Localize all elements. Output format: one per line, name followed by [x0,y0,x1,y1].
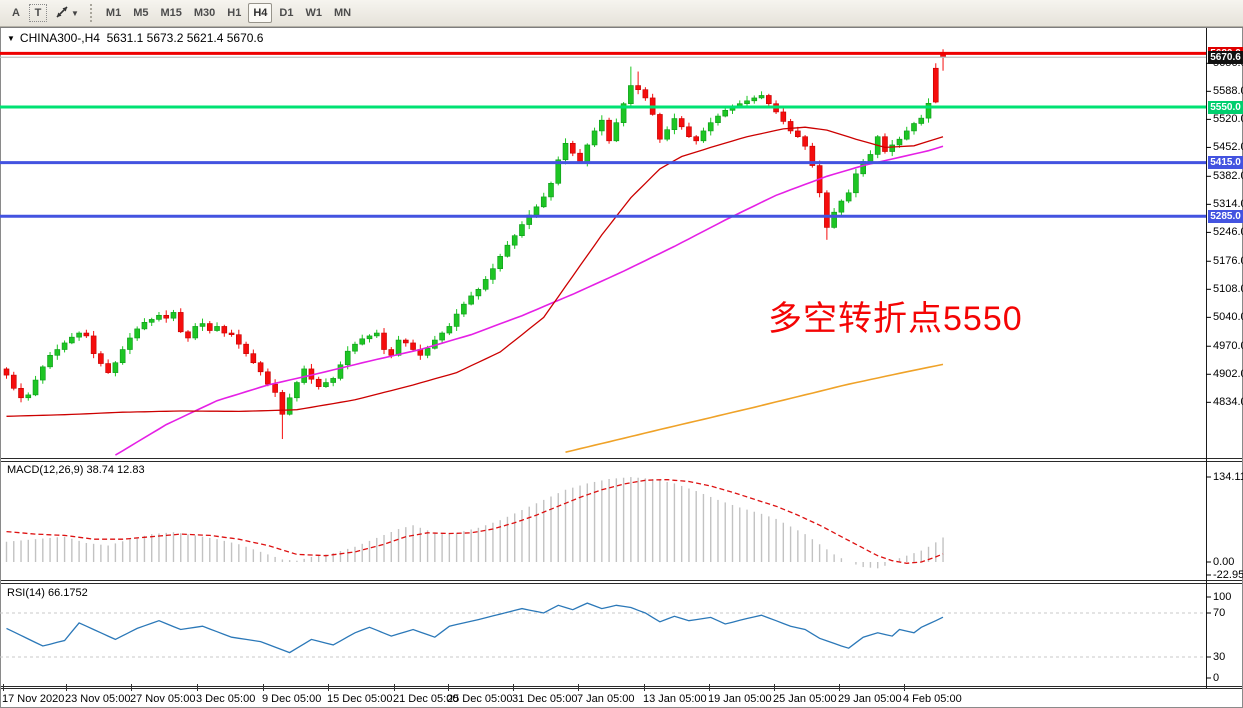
toolbar: A T ▼ M1 M5 M15 M30 H1 H4 D1 W1 MN [0,0,1243,27]
date-label: 31 Dec 05:00 [512,693,578,705]
timeframe-button-M30[interactable]: M30 [193,7,216,19]
price-badge-5550.0: 5550.0 [1208,100,1243,114]
price-badge-5415.0: 5415.0 [1208,156,1243,170]
ma-orange-line [565,363,944,453]
price-tick-4902: 4902.0 [1213,367,1243,380]
date-label: 4 Feb 05:00 [903,693,962,705]
date-label: 9 Dec 05:00 [262,693,322,705]
date-label: 27 Nov 05:00 [130,693,196,705]
date-label: 7 Jan 05:00 [577,693,635,705]
crosshair-tool-button[interactable]: ▼ [50,3,84,23]
rsi-tick-100: 100 [1213,590,1232,603]
ma-magenta-line [114,145,944,456]
timeframe-button-M15[interactable]: M15 [160,7,182,19]
price-tick-5246: 5246.0 [1213,225,1243,238]
macd-tick-0.00: 0.00 [1213,555,1235,568]
rsi-tick-70: 70 [1213,606,1226,619]
macd-tick-134.11: 134.11 [1213,470,1243,483]
macd-tick--22.95: -22.95 [1213,568,1243,581]
rsi-tick-30: 30 [1213,650,1226,663]
rsi-label: RSI(14) 66.1752 [7,587,88,599]
rsi-tick-0: 0 [1213,671,1220,684]
collapse-triangle-icon: ▼ [7,34,15,43]
toolbar-grip[interactable] [89,4,95,22]
price-badge-5285.0: 5285.0 [1208,209,1243,223]
rsi-line [6,602,944,654]
date-label: 15 Dec 05:00 [327,693,393,705]
price-badge-5670.6: 5670.6 [1208,50,1243,64]
macd-histogram [5,477,944,569]
date-label: 23 Nov 05:00 [65,693,131,705]
chevron-down-icon: ▼ [71,8,79,18]
timeframe-button-group: M1 M5 M15 M30 H1 H4 D1 W1 MN [100,3,357,23]
date-label: 25 Jan 05:00 [773,693,837,705]
macd-label: MACD(12,26,9) 38.74 12.83 [7,464,145,476]
price-tick-4834: 4834.0 [1213,395,1243,408]
date-label: 3 Dec 05:00 [196,693,256,705]
date-label: 17 Nov 2020 [2,693,65,705]
ohlc-values: 5631.1 5673.2 5621.4 5670.6 [106,31,264,45]
price-tick-5452: 5452.0 [1213,140,1243,153]
date-label: 25 Dec 05:00 [447,693,513,705]
timeframe-button-M1[interactable]: M1 [105,7,122,19]
timeframe-button-W1[interactable]: W1 [305,7,322,19]
price-tick-5520: 5520.0 [1213,112,1243,125]
date-label: 21 Dec 05:00 [393,693,459,705]
price-tick-5382: 5382.0 [1213,169,1243,182]
candles [3,49,946,440]
date-label: 29 Jan 05:00 [838,693,902,705]
timeframe-button-H4[interactable]: H4 [248,3,273,23]
price-tick-5108: 5108.0 [1213,282,1243,295]
ma-red-line [6,126,944,417]
arrow-text-tool-button[interactable]: A [12,7,20,19]
timeframe-button-D1[interactable]: D1 [279,7,294,19]
chart-title: ▼ CHINA300-,H4 5631.1 5673.2 5621.4 5670.… [7,31,263,45]
timeframe-button-H1[interactable]: H1 [227,7,242,19]
crosshair-arrows-icon [55,5,69,22]
chart-annotation-text: 多空转折点5550 [768,300,1023,338]
text-label-tool-button[interactable]: T [28,3,48,23]
macd-signal-line [6,478,944,564]
price-tick-5314: 5314.0 [1213,197,1243,210]
symbol-timeframe: CHINA300-,H4 [19,31,100,45]
price-tick-5176: 5176.0 [1213,254,1243,267]
price-tick-4970: 4970.0 [1213,339,1243,352]
date-label: 19 Jan 05:00 [708,693,772,705]
date-label: 13 Jan 05:00 [643,693,707,705]
price-tick-5588: 5588.0 [1213,84,1243,97]
price-tick-5040: 5040.0 [1213,310,1243,323]
timeframe-button-M5[interactable]: M5 [133,7,149,19]
timeframe-button-MN[interactable]: MN [333,7,352,19]
